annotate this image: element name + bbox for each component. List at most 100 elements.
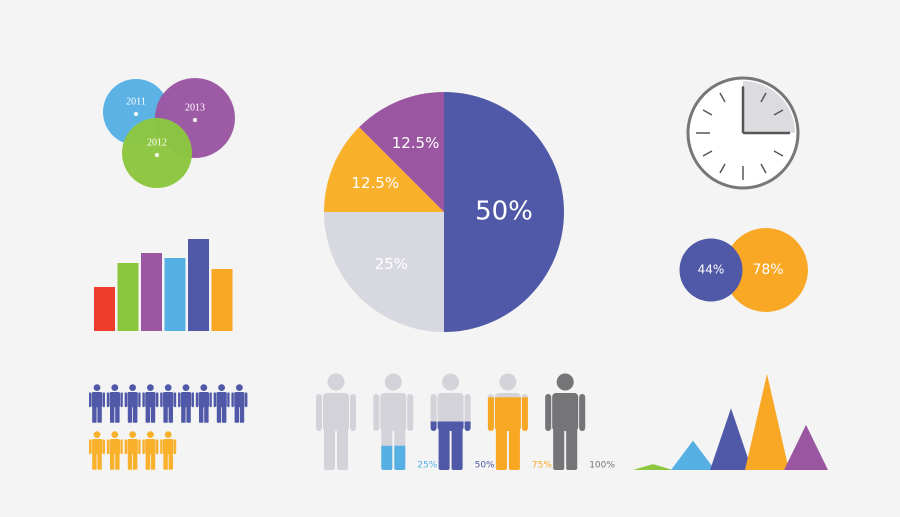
person-torso [109, 392, 120, 408]
person-arm [231, 392, 234, 408]
person-head [164, 431, 172, 438]
person-arm [120, 392, 123, 408]
person-arm [160, 392, 163, 408]
person-leg [381, 445, 393, 470]
person-leg [115, 405, 120, 423]
person-torso [234, 392, 245, 408]
person-head [384, 373, 402, 391]
pie-label: 25% [375, 255, 408, 273]
person [106, 431, 123, 470]
person-torso [494, 397, 521, 431]
person-arm [106, 392, 110, 408]
person-leg [97, 452, 102, 470]
person [178, 384, 194, 423]
person-leg [133, 452, 138, 470]
person-arm [521, 397, 528, 431]
person-arm [407, 394, 414, 431]
pie-label: 12.5% [392, 134, 440, 152]
person-arm [227, 392, 230, 408]
triangle [784, 424, 828, 470]
person-head [218, 384, 226, 391]
person-label: 100% [589, 461, 615, 471]
person-torso [216, 392, 227, 408]
person-torso [91, 392, 103, 408]
clock [686, 76, 800, 190]
person-head [111, 431, 119, 438]
person-arm [209, 392, 212, 408]
person [373, 373, 414, 470]
person-leg [115, 452, 120, 470]
triangle [671, 440, 715, 470]
person-leg [508, 427, 520, 470]
person-arm [156, 392, 159, 408]
person-leg [181, 405, 186, 423]
person-arm [89, 392, 92, 408]
person-arm [102, 439, 105, 455]
person [545, 373, 586, 470]
venn-label: 44% [698, 263, 725, 277]
venn-circle [724, 228, 808, 312]
person [487, 397, 528, 470]
bubble-label: 2011 [126, 96, 146, 107]
person [231, 384, 248, 423]
pie-label: 50% [475, 197, 533, 227]
person-head [111, 384, 119, 391]
person-head [499, 373, 517, 391]
person-torso [145, 439, 156, 455]
triangle [710, 408, 752, 470]
person-torso [163, 439, 174, 455]
person-arm [160, 439, 163, 455]
person-torso [380, 393, 407, 431]
venn-circle [679, 238, 743, 302]
person-leg [110, 452, 115, 470]
clock-shade [743, 81, 795, 133]
person [381, 445, 406, 470]
person-leg [150, 405, 156, 423]
person-arm [213, 392, 216, 408]
person-arm [579, 394, 586, 431]
person-leg [438, 427, 450, 470]
person [89, 431, 105, 470]
person-arm [173, 392, 177, 408]
person-arm [138, 439, 141, 455]
person-arm [120, 439, 123, 455]
person-head [93, 431, 101, 438]
person-leg [199, 405, 204, 423]
person-arm [195, 392, 199, 408]
bar [211, 269, 233, 331]
person-leg [216, 405, 222, 423]
person-arm [138, 392, 141, 408]
person-head [182, 384, 190, 391]
person-torso [552, 393, 579, 431]
person-arm [89, 439, 92, 455]
bar [117, 263, 139, 331]
person-leg [145, 405, 150, 423]
person-arm [124, 392, 127, 408]
person-label: 50% [475, 461, 495, 471]
person-leg [97, 405, 102, 423]
person-leg [168, 452, 173, 470]
person-leg [222, 405, 227, 423]
pie-slice [324, 212, 444, 332]
bubble-dot [134, 112, 138, 116]
person-leg [451, 427, 463, 470]
triangle [633, 464, 673, 470]
person-arm [350, 394, 356, 431]
person-label: 75% [532, 461, 552, 471]
person-head [147, 431, 154, 438]
person-torso [109, 439, 120, 455]
bar [94, 287, 115, 331]
person-leg [127, 405, 133, 423]
person-leg [566, 427, 578, 470]
person-head [200, 384, 208, 391]
clock-hands [741, 87, 790, 135]
person [213, 384, 230, 423]
person-leg [168, 405, 173, 423]
person [142, 431, 159, 470]
person [160, 431, 177, 470]
person [430, 421, 471, 470]
person-head [236, 384, 243, 391]
person [124, 384, 141, 423]
venn-label: 78% [752, 262, 783, 278]
person-arm [102, 392, 105, 408]
